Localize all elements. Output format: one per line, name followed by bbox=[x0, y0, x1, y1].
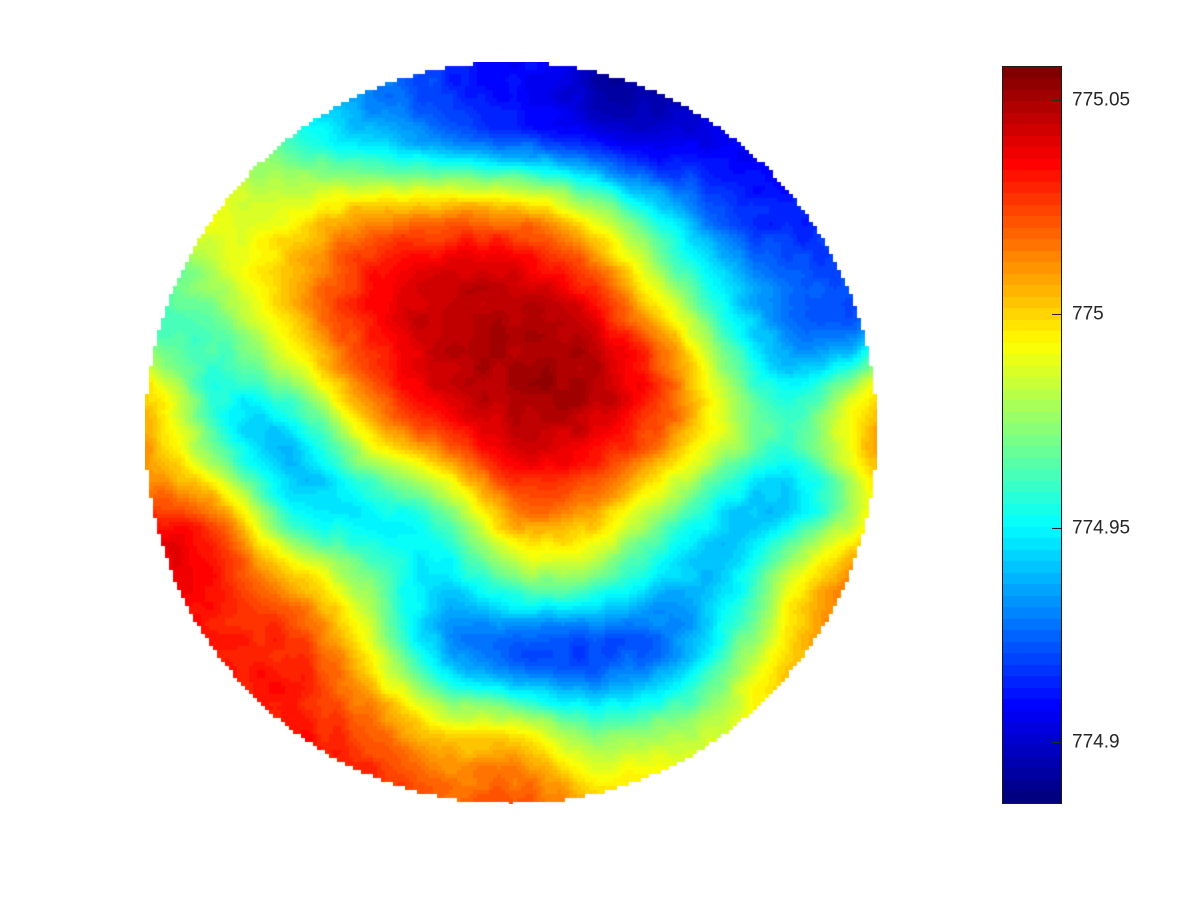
colorbar-tick bbox=[1052, 742, 1061, 743]
colorbar bbox=[1002, 66, 1062, 804]
colorbar-tick-label: 774.95 bbox=[1072, 517, 1131, 539]
colorbar-gradient bbox=[1003, 67, 1061, 803]
colorbar-tick-label: 774.9 bbox=[1072, 731, 1120, 753]
surface-heatmap-disk bbox=[145, 62, 877, 804]
colorbar-tick bbox=[1052, 314, 1061, 315]
colorbar-tick-label: 775 bbox=[1072, 303, 1104, 325]
colorbar-tick bbox=[1052, 528, 1061, 529]
colorbar-tick bbox=[1052, 100, 1061, 101]
colorbar-tick-label: 775.05 bbox=[1072, 89, 1131, 111]
